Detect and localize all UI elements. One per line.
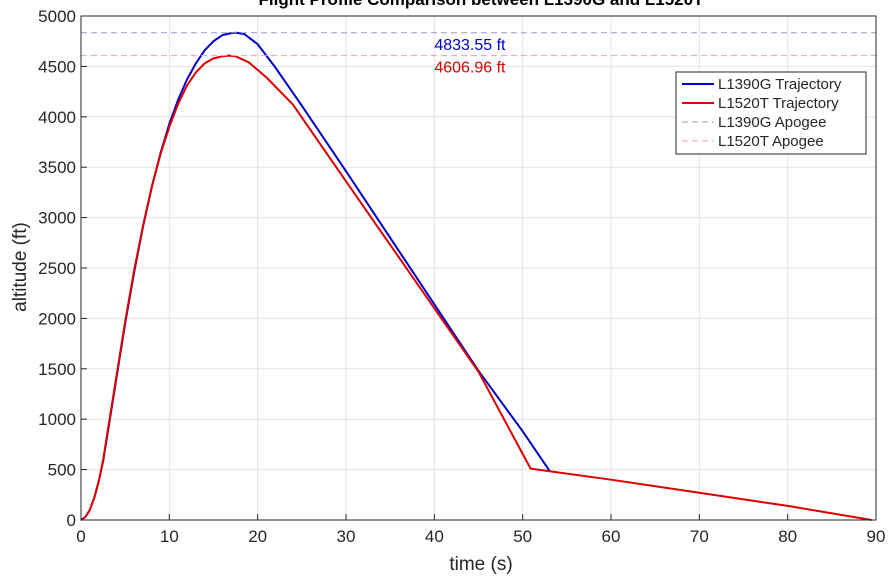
- x-tick-label: 10: [160, 527, 179, 546]
- y-tick-label: 2000: [38, 309, 76, 328]
- ticks: 0 10 20 30 40 50 60 70 80 90 0 500 1000 1500 2000 2500 3…: [38, 7, 885, 546]
- y-tick-label: 1000: [38, 410, 76, 429]
- apogee-annotation-2: 4606.96 ft: [434, 60, 506, 77]
- legend: L1390G Trajectory L1520T Trajectory L1390G…: [675, 71, 867, 155]
- apogee-annotation-1: 4833.55 ft: [434, 37, 506, 54]
- y-tick-label: 5000: [38, 7, 76, 26]
- x-tick-label: 90: [867, 527, 886, 546]
- y-tick-label: 1500: [38, 360, 76, 379]
- x-tick-label: 70: [690, 527, 709, 546]
- legend-label-l1390g-trajectory: L1390G Trajectory: [718, 76, 842, 93]
- legend-label-l1520t-trajectory: L1520T Trajectory: [718, 95, 839, 112]
- legend-label-l1390g-apogee: L1390G Apogee: [718, 114, 826, 131]
- x-tick-label: 60: [602, 527, 621, 546]
- x-tick-label: 50: [513, 527, 532, 546]
- y-tick-label: 500: [48, 461, 76, 480]
- y-tick-label: 2500: [38, 259, 76, 278]
- legend-box: [675, 71, 867, 155]
- x-tick-label: 30: [337, 527, 356, 546]
- x-tick-label: 80: [778, 527, 797, 546]
- series-lines: [80, 31, 876, 521]
- chart-title: Flight Profile Comparison between L1390G…: [259, 0, 705, 9]
- x-tick-label: 0: [76, 527, 85, 546]
- y-tick-label: 4000: [38, 108, 76, 127]
- x-tick-label: 40: [425, 527, 444, 546]
- x-tick-label: 20: [248, 527, 267, 546]
- series-line-l1520t-trajectory: [80, 54, 872, 521]
- y-tick-label: 4500: [38, 57, 76, 76]
- y-tick-label: 0: [67, 511, 76, 530]
- x-axis-label: time (s): [449, 554, 512, 575]
- y-tick-label: 3500: [38, 158, 76, 177]
- annotations: 4833.55 ft 4606.96 ft: [434, 37, 506, 77]
- y-tick-label: 3000: [38, 209, 76, 228]
- legend-label-l1520t-apogee: L1520T Apogee: [718, 133, 824, 150]
- y-axis-label: altitude (ft): [10, 222, 31, 312]
